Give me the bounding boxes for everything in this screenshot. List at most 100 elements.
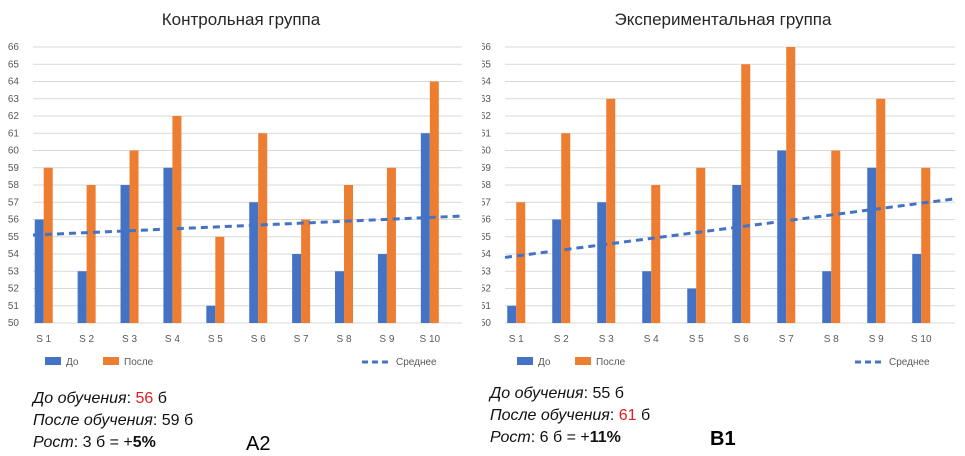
y-tick-label: 51 [8, 301, 20, 312]
y-tick-label: 58 [482, 180, 491, 191]
legend-swatch-after [575, 357, 591, 365]
trendline [504, 197, 956, 259]
bar-before [597, 202, 607, 323]
bar-after [651, 185, 661, 323]
bar-after [129, 150, 139, 323]
legend-swatch-before [45, 357, 61, 365]
experimental-group-chart: 50 51 52 53 54 55 56 57 58 59 60 61 62 63 64 65 66 S 1 S 2… [482, 42, 956, 368]
after-line: После обучения: 61 б [490, 407, 651, 424]
y-tick-label: 62 [482, 111, 491, 122]
y-tick-label: 61 [482, 128, 491, 139]
x-tick-label: S 6 [734, 334, 749, 345]
y-tick-label: 54 [8, 249, 20, 260]
bar-before [687, 288, 697, 323]
y-tick-label: 55 [8, 232, 20, 243]
growth-percent: 5% [132, 434, 156, 451]
chart-title: Контрольная группа [161, 10, 321, 29]
y-tick-label: 63 [482, 94, 491, 105]
bar-after [215, 236, 225, 323]
x-tick-label: S 1 [509, 334, 524, 345]
legend-label: После [124, 357, 154, 368]
x-tick-label: S 3 [122, 334, 137, 345]
legend-label: Среднее [396, 357, 437, 368]
x-tick-label: S 5 [208, 334, 223, 345]
legend-label: Среднее [889, 357, 930, 368]
growth-percent: 11% [589, 429, 621, 446]
y-tick-label: 57 [8, 197, 20, 208]
y-tick-label: 65 [482, 59, 491, 70]
x-tick-label: S 8 [824, 334, 839, 345]
bar-after [831, 150, 841, 323]
bar-after [921, 167, 931, 323]
y-tick-label: 55 [482, 232, 491, 243]
y-tick-label: 52 [482, 284, 491, 295]
y-tick-label: 52 [8, 284, 20, 295]
chart-title: Экспериментальная группа [614, 10, 832, 29]
bar-before [822, 271, 832, 323]
y-tick-label: 56 [482, 215, 491, 226]
x-tick-label: S 9 [869, 334, 884, 345]
growth-line: Рост: 3 б = +5% [33, 434, 156, 451]
control-group-chart: 50 51 52 53 54 55 56 57 58 59 60 61 62 63 64 65 66 S 1 S 2… [8, 42, 463, 368]
y-tick-label: 66 [482, 42, 491, 53]
legend-label: До [66, 357, 79, 368]
x-tick-label: S 4 [644, 334, 659, 345]
x-tick-label: S 4 [165, 334, 180, 345]
experimental-group-panel: Экспериментальная группа 50 51 52 53 54 55 56 5… [482, 0, 964, 452]
legend-swatch-after [103, 357, 119, 365]
y-tick-label: 62 [8, 111, 20, 122]
x-tick-label: S 10 [911, 334, 932, 345]
before-value: 55 б [592, 385, 624, 402]
bar-after [386, 167, 396, 323]
bar-after [429, 81, 439, 323]
bar-before [249, 202, 259, 323]
legend-swatch-before [517, 357, 533, 365]
before-value: 56 [135, 390, 154, 407]
bar-after [606, 98, 616, 323]
y-tick-label: 60 [8, 146, 20, 157]
bar-before [335, 271, 345, 323]
bar-before [552, 219, 562, 323]
x-tick-label: S 9 [379, 334, 394, 345]
after-value: 59 б [161, 412, 194, 429]
x-tick-label: S 3 [599, 334, 614, 345]
x-tick-label: S 2 [554, 334, 569, 345]
bar-after [43, 167, 53, 323]
bar-after [786, 47, 796, 323]
after-line: После обучения: 59 б [33, 412, 194, 429]
y-tick-label: 64 [8, 77, 20, 88]
panel-tag: B1 [710, 428, 736, 450]
x-tick-label: S 2 [79, 334, 94, 345]
x-tick-label: S 5 [689, 334, 704, 345]
y-tick-label: 59 [8, 163, 20, 174]
legend-label: До [538, 357, 551, 368]
bar-after [172, 116, 182, 323]
bar-after [344, 185, 354, 323]
y-tick-label: 64 [482, 77, 491, 88]
bar-after [301, 219, 311, 323]
bar-after [741, 64, 751, 323]
before-line: До обучения: 56 б [33, 390, 167, 407]
bar-after [876, 98, 886, 323]
bar-before [777, 150, 787, 323]
y-tick-label: 50 [482, 318, 491, 329]
bar-before [507, 305, 517, 323]
y-tick-label: 60 [482, 146, 491, 157]
control-group-panel: Контрольная группа 50 51 52 53 54 55 56 57 58 59 6… [0, 0, 482, 455]
bar-before [34, 219, 44, 323]
after-value: 61 [618, 407, 637, 424]
bar-before [867, 167, 877, 323]
bar-after [561, 133, 571, 323]
bar-before [420, 133, 430, 323]
y-tick-label: 54 [482, 249, 491, 260]
bar-before [206, 305, 216, 323]
bar-after [258, 133, 268, 323]
y-tick-label: 58 [8, 180, 20, 191]
y-tick-label: 56 [8, 215, 20, 226]
y-tick-label: 53 [8, 266, 20, 277]
bar-before [120, 185, 130, 323]
y-tick-label: 65 [8, 59, 20, 70]
bar-after [516, 202, 526, 323]
y-tick-label: 59 [482, 163, 491, 174]
panel-tag: A2 [246, 433, 271, 455]
